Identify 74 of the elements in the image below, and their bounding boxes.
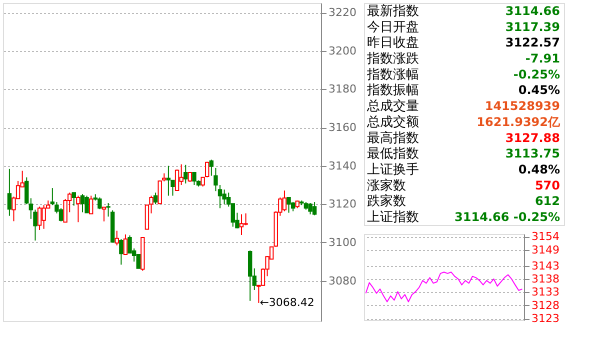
candlestick (37, 206, 42, 231)
candlestick (166, 165, 171, 196)
category-label: 指数振幅 (366, 83, 419, 98)
y-tick-label: 3128 (532, 298, 560, 312)
category-label: 跌家数 (367, 193, 406, 210)
candlestick (76, 195, 80, 223)
text: -7.91 (525, 52, 560, 66)
candlestick (153, 192, 158, 205)
candlestick (174, 168, 180, 192)
text: 3113.75 (505, 146, 560, 161)
candlestick (80, 194, 85, 213)
candlestick (282, 190, 287, 212)
text: 3127.88 (505, 130, 560, 145)
y-tick-label: 3200 (328, 44, 356, 58)
text: 612 (534, 194, 560, 208)
y-tick-label: 3140 (328, 159, 356, 172)
y-tick-label: 3220 (328, 6, 356, 20)
text: 0.48% (518, 162, 560, 176)
candlestick (200, 176, 205, 188)
candlestick (72, 192, 76, 206)
category-label: 总成交量 (366, 98, 419, 114)
y-tick-label: 3100 (328, 236, 356, 249)
text: 141528939 (484, 99, 560, 114)
text: 3114.66 (505, 4, 560, 18)
candlestick (102, 206, 106, 222)
candlestick (88, 195, 94, 214)
candlestick (286, 196, 291, 214)
candlestick (149, 195, 154, 214)
text: 0.45% (518, 83, 560, 98)
candlestick (308, 202, 312, 215)
line-series (365, 272, 523, 302)
candlestick (123, 234, 128, 256)
text: 3117.39 (505, 20, 560, 34)
y-tick-label: 3133 (532, 286, 560, 299)
candlestick (192, 171, 196, 186)
category-label: 上证换手 (367, 162, 419, 178)
candlestick (7, 168, 12, 216)
category-label: 今日开盘 (367, 20, 419, 35)
category-label: 总成交额 (366, 114, 419, 130)
category-label: 最低指数 (367, 146, 419, 162)
text: 3122.57 (505, 36, 560, 50)
text: -0.25% (513, 67, 560, 82)
category-label: 昨日收盘 (367, 36, 419, 51)
candlestick (119, 238, 124, 266)
candlestick (184, 164, 188, 184)
annotation: ←3068.42 (260, 296, 314, 309)
y-tick-label: 3143 (532, 259, 560, 272)
y-tick-label: 3180 (328, 82, 356, 96)
category-label: 指数涨幅 (366, 67, 419, 82)
candlestick (98, 196, 102, 210)
y-tick-label: 3138 (532, 272, 560, 286)
y-tick-label: 3154 (532, 230, 560, 244)
candlestick (42, 204, 46, 230)
y-tick-label: 3120 (328, 198, 356, 211)
candlestick (222, 189, 226, 205)
y-tick-label: 3123 (532, 312, 560, 326)
text: 1621.9392亿 (476, 114, 560, 129)
category-label: 最新指数 (367, 4, 419, 19)
candlestick (24, 176, 29, 205)
y-tick-label: 3149 (532, 243, 560, 256)
candlestick (58, 208, 64, 222)
candlestick (239, 214, 244, 236)
text: 570 (534, 178, 560, 192)
category-label: 最高指数 (367, 130, 419, 146)
candlestick (84, 195, 89, 214)
candlestick (136, 254, 140, 269)
candlestick (114, 230, 119, 246)
category-label: 上证指数 (367, 210, 419, 226)
y-tick-label: 3160 (328, 121, 356, 134)
category-label: 涨家数 (367, 177, 406, 194)
text: 3114.66 -0.25% (454, 210, 560, 224)
y-tick-label: 3080 (328, 274, 356, 288)
category-label: 指数涨跌 (366, 52, 419, 66)
candlestick (312, 202, 317, 216)
